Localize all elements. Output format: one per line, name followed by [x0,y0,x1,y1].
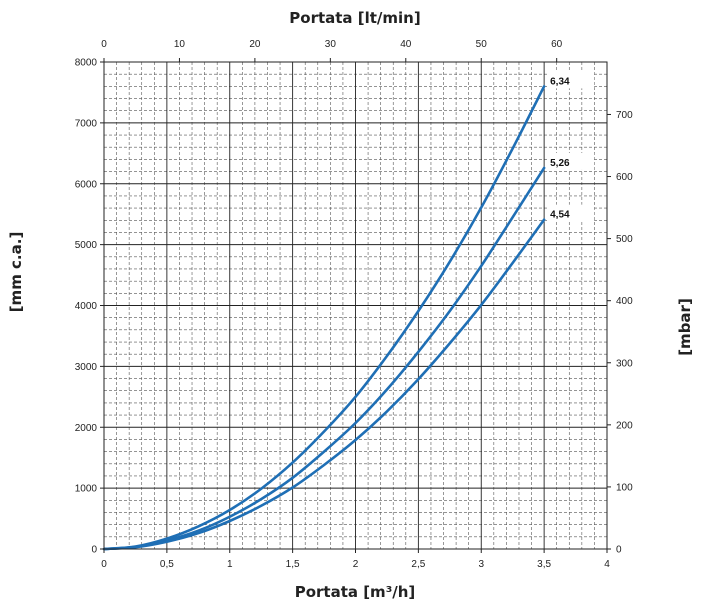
series-line [102,85,546,551]
curve-label-box [548,71,595,89]
x-tick-label: 4 [604,559,610,570]
y-tick-label: 5000 [75,240,98,251]
x2-tick-label: 20 [249,39,261,50]
y-axis-title: [mm c.a.] [7,232,25,313]
y2-tick-labels: 0 100 200 300 400 500 600 700 [616,110,633,556]
y2-tick-label: 400 [616,296,633,307]
y2-tick-label: 200 [616,420,633,431]
y2-tick-label: 0 [616,545,622,556]
x2-tick-label: 0 [101,39,107,50]
tick-marks [100,58,611,553]
x2-tick-label: 30 [325,39,337,50]
x2-tick-labels: 0 10 20 30 40 50 60 [101,39,562,50]
x-tick-label: 2 [353,559,359,570]
curve-label: 4,54 [550,210,570,221]
y-tick-label: 4000 [75,301,98,312]
x2-tick-label: 60 [551,39,563,50]
y-tick-label: 8000 [75,58,98,69]
x-tick-labels: 0 0,5 1 1,5 2 2,5 3 3,5 4 [101,559,610,570]
y2-tick-label: 100 [616,482,633,493]
x2-axis-title: Portata [lt/min] [289,9,420,27]
curve-label: 6,34 [550,76,570,87]
y2-tick-label: 300 [616,358,633,369]
x2-tick-label: 10 [174,39,186,50]
curve-label-box [548,204,595,222]
series-line [102,218,546,551]
y-tick-label: 1000 [75,484,98,495]
y2-tick-label: 500 [616,234,633,245]
x2-tick-label: 50 [476,39,488,50]
x-tick-label: 0 [101,559,107,570]
x-tick-label: 2,5 [411,559,425,570]
series-lines [102,85,546,551]
y2-axis-title: [mbar] [676,298,694,356]
x-tick-label: 0,5 [160,559,174,570]
series-line [102,166,546,551]
curve-label-box [548,152,595,170]
curve-label: 5,26 [550,158,570,169]
x-tick-label: 1 [227,559,233,570]
x-axis-title: Portata [m³/h] [295,583,416,601]
curve-labels: 6,34 5,26 4,54 [550,76,570,220]
y-tick-label: 3000 [75,362,98,373]
y2-tick-label: 600 [616,172,633,183]
y-tick-label: 6000 [75,179,98,190]
y2-tick-label: 700 [616,110,633,121]
y-tick-label: 7000 [75,118,98,129]
y-tick-label: 0 [91,545,97,556]
x-tick-label: 3,5 [537,559,551,570]
curve-label-boxes [548,71,595,222]
y-tick-label: 2000 [75,423,98,434]
x-tick-label: 1,5 [286,559,300,570]
y-tick-labels: 0 1000 2000 3000 4000 5000 6000 7000 8000 [75,58,98,556]
x-tick-label: 3 [478,559,484,570]
x2-tick-label: 40 [400,39,412,50]
